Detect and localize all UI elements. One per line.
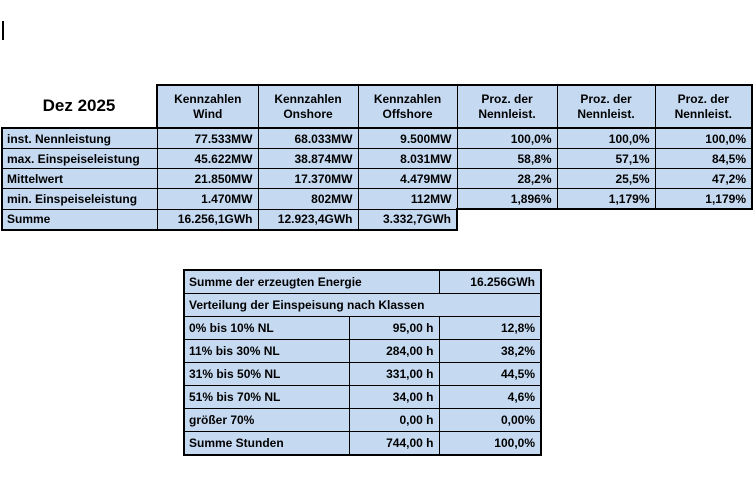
cell-value[interactable]: 8.031MW: [357, 148, 458, 169]
table-row: 11% bis 30% NL 284,00 h 38,2%: [183, 339, 542, 363]
table-row: 31% bis 50% NL 331,00 h 44,5%: [183, 362, 542, 386]
table-row: Summe Stunden 744,00 h 100,0%: [183, 431, 542, 456]
percent-value[interactable]: 38,2%: [438, 339, 542, 363]
cell-value[interactable]: 77.533MW: [156, 127, 259, 149]
empty-cell: [457, 209, 557, 230]
summary-value[interactable]: 16.256GWh: [438, 269, 542, 294]
column-header-proz-3[interactable]: Proz. der Nennleist.: [654, 84, 753, 129]
header-row: Dez 2025 Kennzahlen Wind Kennzahlen Onsh…: [2, 84, 753, 129]
cell-value[interactable]: 16.256,1GWh: [156, 208, 259, 231]
table-row: größer 70% 0,00 h 0,00%: [183, 408, 542, 432]
cell-value[interactable]: 1,896%: [456, 188, 558, 210]
column-header-offshore[interactable]: Kennzahlen Offshore: [357, 84, 458, 129]
table-row: min. Einspeiseleistung 1.470MW 802MW 112…: [1, 188, 753, 210]
cell-value[interactable]: 17.370MW: [257, 168, 359, 189]
row-label[interactable]: min. Einspeiseleistung: [1, 188, 158, 210]
table-row: 0% bis 10% NL 95,00 h 12,8%: [183, 316, 542, 340]
text-cursor: [2, 21, 4, 40]
table-row: inst. Nennleistung 77.533MW 68.033MW 9.5…: [1, 127, 753, 149]
cell-value[interactable]: 100,0%: [456, 127, 558, 149]
hours-value[interactable]: 95,00 h: [348, 316, 440, 340]
percent-value[interactable]: 100,0%: [438, 431, 542, 456]
hours-value[interactable]: 284,00 h: [348, 339, 440, 363]
section-header[interactable]: Verteilung der Einspeisung nach Klassen: [183, 293, 542, 317]
table-row: 51% bis 70% NL 34,00 h 4,6%: [183, 385, 542, 409]
hours-value[interactable]: 0,00 h: [348, 408, 440, 432]
column-header-proz-1[interactable]: Proz. der Nennleist.: [456, 84, 558, 129]
hours-value[interactable]: 34,00 h: [348, 385, 440, 409]
hours-value[interactable]: 331,00 h: [348, 362, 440, 386]
section-header-row: Verteilung der Einspeisung nach Klassen: [183, 293, 542, 317]
percent-value[interactable]: 12,8%: [438, 316, 542, 340]
cell-value[interactable]: 21.850MW: [156, 168, 259, 189]
cell-value[interactable]: 9.500MW: [357, 127, 458, 149]
cell-value[interactable]: 4.479MW: [357, 168, 458, 189]
class-label[interactable]: größer 70%: [183, 408, 350, 432]
cell-value[interactable]: 100,0%: [556, 127, 656, 149]
class-label[interactable]: 0% bis 10% NL: [183, 316, 350, 340]
cell-value[interactable]: 45.622MW: [156, 148, 259, 169]
summary-label[interactable]: Summe der erzeugten Energie: [183, 269, 440, 294]
cell-value[interactable]: 84,5%: [654, 148, 753, 169]
class-label[interactable]: 31% bis 50% NL: [183, 362, 350, 386]
cell-value[interactable]: 1,179%: [654, 188, 753, 210]
class-label[interactable]: Summe Stunden: [183, 431, 350, 456]
cell-value[interactable]: 68.033MW: [257, 127, 359, 149]
cell-value[interactable]: 12.923,4GWh: [257, 208, 359, 231]
distribution-table: Summe der erzeugten Energie 16.256GWh Ve…: [183, 269, 542, 456]
empty-cell: [655, 209, 752, 230]
column-header-wind[interactable]: Kennzahlen Wind: [156, 84, 259, 129]
cell-value[interactable]: 1.470MW: [156, 188, 259, 210]
row-label[interactable]: Summe: [1, 208, 158, 231]
column-header-onshore[interactable]: Kennzahlen Onshore: [257, 84, 359, 129]
cell-value[interactable]: 57,1%: [556, 148, 656, 169]
cell-value[interactable]: 25,5%: [556, 168, 656, 189]
table-row: max. Einspeiseleistung 45.622MW 38.874MW…: [1, 148, 753, 169]
class-label[interactable]: 11% bis 30% NL: [183, 339, 350, 363]
monthly-kpi-table: Dez 2025 Kennzahlen Wind Kennzahlen Onsh…: [1, 84, 753, 231]
summary-row: Summe der erzeugten Energie 16.256GWh: [183, 269, 542, 294]
cell-value[interactable]: 802MW: [257, 188, 359, 210]
cell-value[interactable]: 58,8%: [456, 148, 558, 169]
class-label[interactable]: 51% bis 70% NL: [183, 385, 350, 409]
percent-value[interactable]: 4,6%: [438, 385, 542, 409]
cell-value[interactable]: 3.332,7GWh: [357, 208, 458, 231]
cell-value[interactable]: 38.874MW: [257, 148, 359, 169]
cell-value[interactable]: 1,179%: [556, 188, 656, 210]
table-row: Mittelwert 21.850MW 17.370MW 4.479MW 28,…: [1, 168, 753, 189]
empty-cell: [557, 209, 655, 230]
hours-value[interactable]: 744,00 h: [348, 431, 440, 456]
percent-value[interactable]: 44,5%: [438, 362, 542, 386]
cell-value[interactable]: 112MW: [357, 188, 458, 210]
month-title: Dez 2025: [42, 96, 116, 115]
row-label[interactable]: max. Einspeiseleistung: [1, 148, 158, 169]
table-row: Summe 16.256,1GWh 12.923,4GWh 3.332,7GWh: [1, 208, 752, 231]
row-label[interactable]: Mittelwert: [1, 168, 158, 189]
row-label[interactable]: inst. Nennleistung: [1, 127, 158, 149]
column-header-proz-2[interactable]: Proz. der Nennleist.: [556, 84, 656, 129]
cell-value[interactable]: 47,2%: [654, 168, 753, 189]
percent-value[interactable]: 0,00%: [438, 408, 542, 432]
cell-value[interactable]: 100,0%: [654, 127, 753, 149]
cell-value[interactable]: 28,2%: [456, 168, 558, 189]
